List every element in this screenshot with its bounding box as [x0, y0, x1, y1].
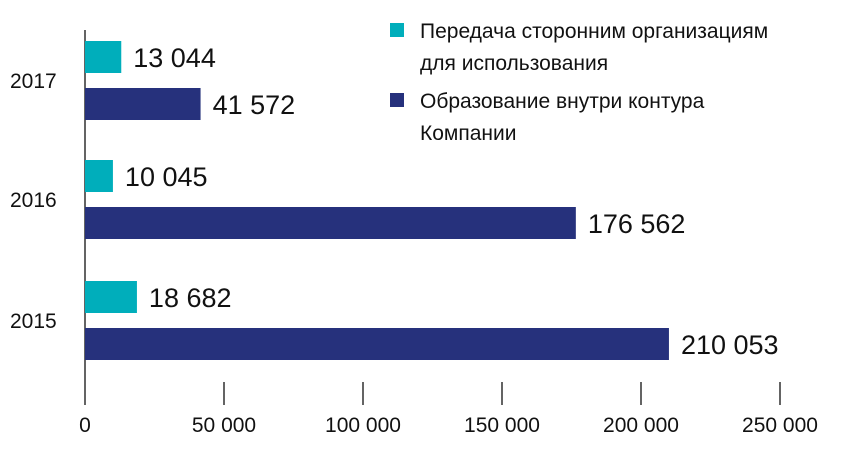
y-category-label: 2017 [10, 70, 57, 93]
bar-2016-series-1 [85, 207, 576, 239]
x-tick-label: 150 000 [464, 414, 540, 437]
bar-2016-series-0 [85, 160, 113, 192]
legend-swatch [390, 93, 404, 107]
legend-label: для использования [420, 52, 608, 75]
data-label: 13 044 [133, 43, 216, 73]
data-label: 41 572 [213, 90, 296, 120]
legend-label: Образование внутри контура [420, 90, 705, 113]
data-label: 210 053 [681, 330, 779, 360]
bar-2017-series-0 [85, 41, 122, 73]
x-tick-label: 250 000 [742, 414, 818, 437]
x-tick-label: 200 000 [603, 414, 679, 437]
x-tick-label: 100 000 [325, 414, 401, 437]
x-tick-label: 0 [79, 414, 91, 437]
legend-label: Передача сторонним организациям [420, 20, 768, 43]
data-label: 18 682 [149, 283, 232, 313]
y-category-label: 2016 [10, 189, 57, 212]
data-label: 176 562 [588, 209, 686, 239]
y-category-label: 2015 [10, 310, 57, 333]
bar-2015-series-0 [85, 281, 137, 313]
x-tick-label: 50 000 [192, 414, 256, 437]
data-label: 10 045 [125, 162, 208, 192]
bar-2015-series-1 [85, 328, 669, 360]
legend-label: Компании [420, 122, 516, 145]
bar-2017-series-1 [85, 88, 201, 120]
legend-swatch [390, 23, 404, 37]
